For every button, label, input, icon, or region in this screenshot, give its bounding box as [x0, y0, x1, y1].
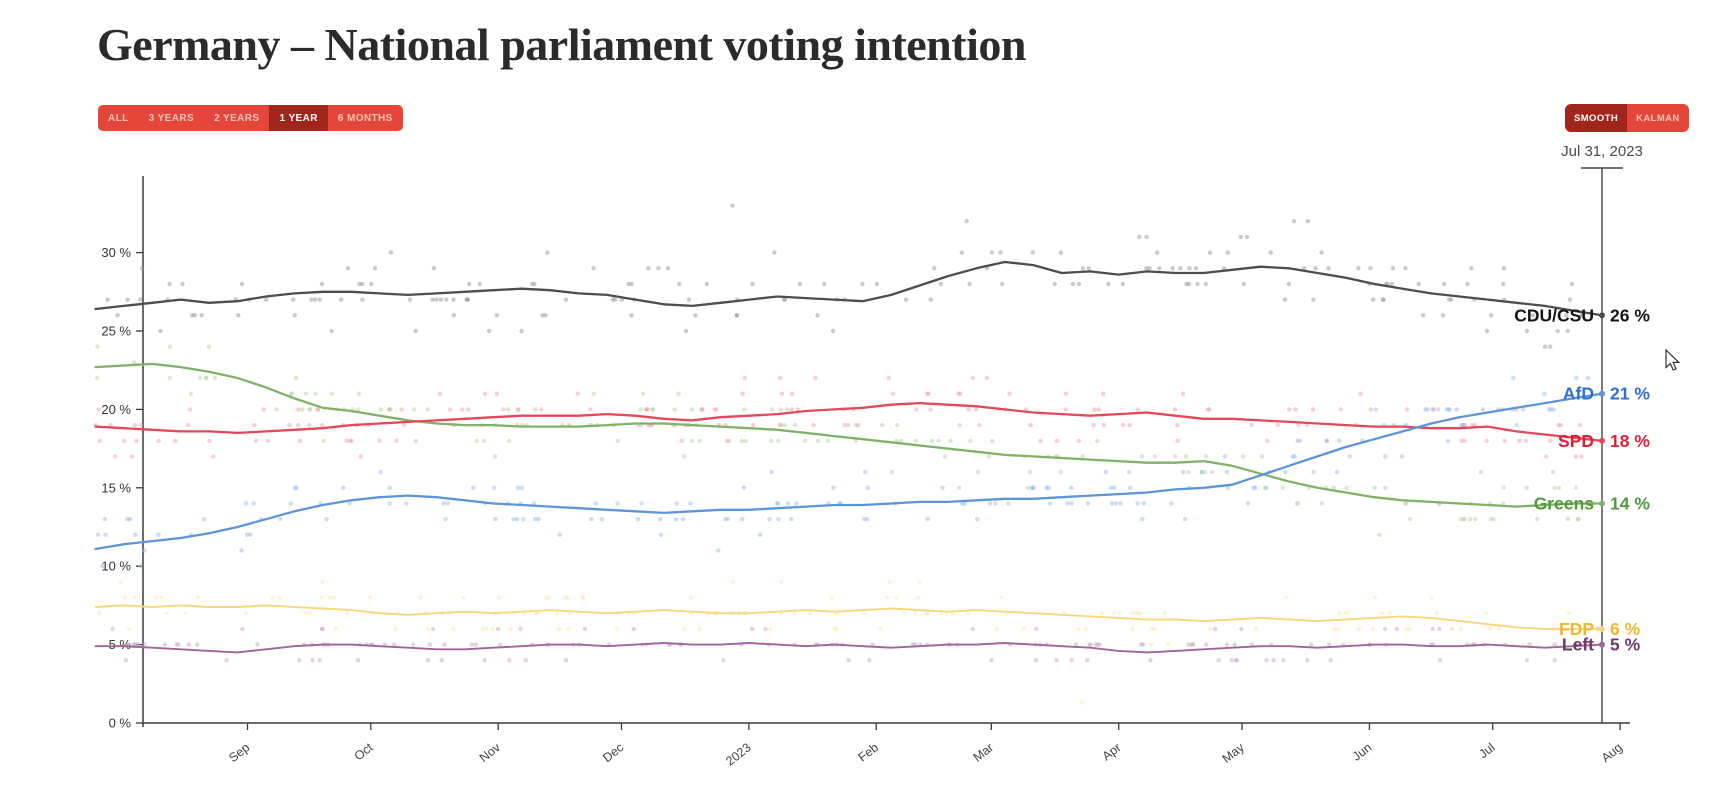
party-value-label: 18 %	[1610, 431, 1650, 451]
y-tick-label: 10 %	[101, 559, 131, 574]
series-line-left	[94, 642, 1603, 654]
x-tick-label: Aug	[1599, 740, 1625, 765]
series-line-cdu-csu	[94, 260, 1603, 317]
party-value-label: 14 %	[1610, 493, 1650, 513]
time-range-button-group: ALL 3 YEARS 2 YEARS 1 YEAR 6 MONTHS	[98, 105, 403, 131]
series-endpoint-cdu-csu	[1599, 312, 1605, 319]
party-name-label: FDP	[1559, 619, 1594, 639]
scatter-cdu-csu	[105, 219, 1584, 349]
x-tick-label: Mar	[971, 740, 997, 764]
party-label-spd: SPD 18 %	[1558, 431, 1650, 451]
party-label-fdp: FDP 6 %	[1559, 619, 1641, 639]
series-line-greens	[94, 362, 1603, 508]
x-tick-label: Jun	[1350, 740, 1375, 763]
y-tick-label: 30 %	[101, 245, 131, 260]
party-value-label: 26 %	[1610, 305, 1650, 325]
x-tick-label: Apr	[1100, 740, 1124, 763]
range-button-6-months[interactable]: 6 MONTHS	[327, 105, 403, 131]
x-tick-label: Dec	[600, 740, 626, 765]
x-tick-label: Oct	[352, 740, 376, 763]
range-button-3-years[interactable]: 3 YEARS	[138, 105, 205, 131]
y-tick-label: 25 %	[101, 324, 131, 339]
scatter-fdp	[96, 579, 1604, 647]
x-tick-label: Sep	[226, 740, 252, 765]
series-endpoint-fdp	[1599, 625, 1605, 632]
party-name-label: AfD	[1563, 384, 1594, 404]
x-tick-label: Nov	[477, 740, 504, 765]
party-name-label: CDU/CSU	[1514, 305, 1594, 325]
y-tick-label: 5 %	[109, 637, 132, 652]
scatter-afd	[95, 375, 1591, 569]
hover-date-label: Jul 31, 2023	[1561, 143, 1643, 160]
range-button-1-year[interactable]: 1 YEAR	[269, 105, 328, 131]
party-value-label: 21 %	[1610, 384, 1650, 404]
party-name-label: SPD	[1558, 431, 1594, 451]
range-button-all[interactable]: ALL	[98, 105, 139, 131]
party-label-cdu-csu: CDU/CSU 26 %	[1514, 305, 1650, 325]
series-line-spd	[94, 401, 1603, 442]
series-endpoint-spd	[1599, 437, 1605, 444]
x-tick-label: 2023	[723, 740, 754, 768]
x-tick-label: Feb	[856, 740, 882, 764]
smoothing-mode-button-group: SMOOTH KALMAN	[1565, 104, 1689, 132]
y-tick-label: 20 %	[101, 402, 131, 417]
party-label-greens: Greens 14 %	[1534, 493, 1651, 513]
series-line-fdp	[94, 604, 1603, 630]
x-tick-label: Jul	[1476, 740, 1497, 761]
y-tick-label: 15 %	[101, 480, 131, 495]
y-tick-label: 0 %	[109, 716, 132, 731]
party-label-left: Left 5 %	[1562, 635, 1641, 655]
poll-scatter-dots	[93, 203, 1604, 705]
mode-button-smooth[interactable]: SMOOTH	[1565, 104, 1628, 132]
party-name-label: Greens	[1534, 493, 1595, 513]
scatter-spd	[93, 375, 1584, 459]
series-endpoint-afd	[1599, 390, 1605, 397]
party-label-afd: AfD 21 %	[1563, 384, 1650, 404]
series-endpoint-greens	[1599, 500, 1605, 507]
series-endpoint-left	[1599, 641, 1605, 648]
party-value-label: 5 %	[1610, 635, 1641, 655]
party-name-label: Left	[1562, 635, 1594, 655]
range-button-2-years[interactable]: 2 YEARS	[204, 105, 270, 131]
series-line-afd	[94, 392, 1603, 551]
party-value-label: 6 %	[1610, 619, 1641, 639]
page-title: Germany – National parliament voting int…	[97, 19, 1026, 70]
scatter-left	[110, 626, 1601, 663]
mode-button-kalman[interactable]: KALMAN	[1627, 104, 1689, 132]
x-tick-label: May	[1220, 740, 1248, 766]
mouse-cursor-icon	[1665, 348, 1681, 371]
